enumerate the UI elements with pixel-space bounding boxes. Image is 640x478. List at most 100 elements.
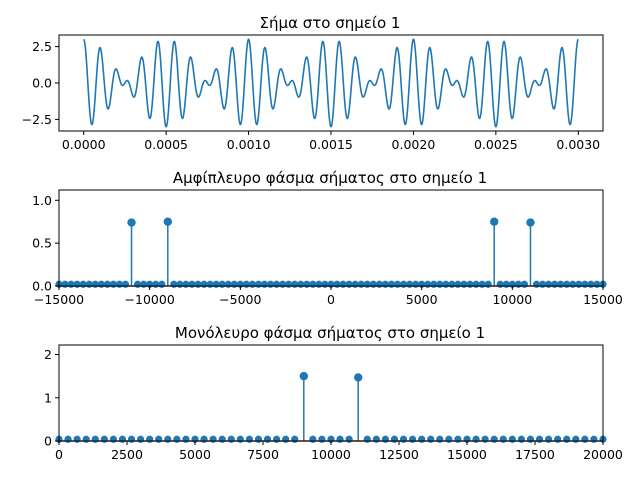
x-tick-label: 5000: [406, 292, 438, 307]
x-tick-label: 0.0005: [144, 137, 188, 152]
stem-marker: [499, 435, 507, 443]
stem-marker: [399, 435, 408, 443]
stem-marker: [91, 435, 99, 443]
x-tick-label: 10000: [311, 447, 351, 462]
stem-marker: [345, 435, 353, 443]
stem-marker: [336, 435, 344, 443]
two-sided-spectrum-plot-area: [55, 217, 607, 288]
stem-marker: [121, 280, 130, 288]
stem-marker: [408, 435, 417, 443]
stem-marker: [155, 435, 163, 443]
stem-marker: [372, 435, 380, 443]
stem-marker: [136, 435, 145, 443]
x-tick-label: 2500: [111, 447, 143, 462]
x-tick-label: 0.0015: [309, 137, 353, 152]
two-sided-spectrum-title: Αμφίπλευρο φάσμα σήματος στο σημείο 1: [173, 169, 487, 187]
stem-marker: [200, 435, 208, 443]
x-tick-label: 0.0010: [227, 137, 271, 152]
stem-marker: [73, 435, 81, 443]
stem-marker: [64, 435, 72, 443]
x-tick-label: −5000: [219, 292, 261, 307]
stem-marker: [263, 435, 272, 443]
signal-y-axis: −2.5 0.0 2.5: [22, 39, 59, 127]
stem-marker: [227, 435, 235, 443]
stem-marker: [427, 435, 435, 443]
stem-marker: [544, 435, 553, 443]
x-tick-label: 5000: [179, 447, 211, 462]
x-tick-label: 15000: [447, 447, 487, 462]
x-tick-label: 0: [55, 447, 63, 462]
y-tick-label: 0.0: [32, 279, 52, 294]
stem-marker: [563, 435, 571, 443]
y-tick-label: 1: [44, 390, 52, 405]
stem-marker: [454, 435, 462, 443]
stem-marker: [554, 435, 562, 443]
stem-marker: [127, 435, 136, 443]
signal-title: Σήμα στο σημείο 1: [260, 14, 401, 32]
stem-marker: [118, 435, 127, 443]
signal-x-axis: 0.0000 0.0005 0.0010 0.0015 0.0020 0.0025 0.00…: [62, 131, 600, 152]
x-tick-label: −10000: [125, 292, 175, 307]
stem-marker: [218, 435, 226, 443]
x-tick-label: 10000: [492, 292, 532, 307]
stem-marker: [484, 280, 492, 288]
y-tick-label: −2.5: [22, 112, 52, 127]
stem-marker: [472, 435, 480, 443]
two-sided-spectrum-panel: Αμφίπλευρο φάσμα σήματος στο σημείο 1 −1…: [32, 169, 623, 307]
one-sided-spectrum-panel: Μονόλευρο φάσμα σήματος στο σημείο 1 0 25…: [44, 324, 623, 462]
signal-panel: Σήμα στο σημείο 1 0.0000 0.0005 0.0010 0.00…: [22, 14, 604, 152]
stem-marker: [590, 435, 598, 443]
stem-marker: [526, 435, 535, 443]
stem-marker: [535, 435, 544, 443]
stem-marker: [445, 435, 453, 443]
one-sided-spectrum-x-axis: 0 2500 5000 7500 10000 12500 15000 17500 20000: [55, 441, 623, 462]
stem-marker: [418, 435, 426, 443]
peak-stem-marker: [526, 218, 535, 227]
two-sided-spectrum-y-axis: 0.0 0.5 1.0: [32, 193, 59, 294]
stem-marker: [82, 435, 90, 443]
stem-marker: [490, 435, 498, 443]
stem-marker: [164, 435, 172, 443]
y-tick-label: 0: [44, 434, 52, 449]
x-tick-label: 15000: [583, 292, 623, 307]
stem-marker: [481, 435, 489, 443]
stem-marker: [517, 435, 525, 443]
x-tick-label: 0.0025: [474, 137, 518, 152]
x-tick-label: −15000: [34, 292, 84, 307]
stem-marker: [158, 280, 166, 288]
one-sided-spectrum-y-axis: 0 1 2: [44, 347, 59, 449]
stem-marker: [436, 435, 444, 443]
peak-stem-marker: [299, 371, 308, 381]
signal-plot-area: [83, 38, 579, 128]
y-tick-label: 0.0: [32, 76, 52, 91]
stem-marker: [254, 435, 263, 443]
signal-axes-frame: [58, 34, 604, 132]
peak-stem-marker: [354, 373, 363, 382]
stem-marker: [146, 435, 154, 443]
stem-marker: [100, 435, 108, 443]
stem-marker: [109, 435, 117, 443]
x-tick-label: 20000: [583, 447, 623, 462]
stem-marker: [363, 435, 371, 443]
two-sided-spectrum-x-axis: −15000 −10000 −5000 0 5000 10000 15000: [34, 286, 623, 307]
y-tick-label: 0.5: [32, 236, 52, 251]
one-sided-spectrum-title: Μονόλευρο φάσμα σήματος στο σημείο 1: [175, 324, 485, 342]
peak-stem-marker: [127, 218, 136, 227]
stem-marker: [390, 435, 399, 443]
stem-marker: [245, 435, 253, 443]
y-tick-label: 2.5: [32, 39, 52, 54]
x-tick-label: 17500: [515, 447, 555, 462]
signal-line: [83, 38, 579, 128]
two-sided-spectrum-axes-frame: [58, 189, 604, 287]
one-sided-spectrum-axes-frame: [58, 344, 604, 442]
stem-marker: [572, 435, 580, 443]
x-tick-label: 0.0000: [62, 137, 106, 152]
stem-marker: [282, 435, 290, 443]
peak-stem-marker: [490, 217, 499, 226]
stem-marker: [291, 435, 299, 443]
peak-stem-marker: [163, 217, 172, 226]
y-tick-label: 1.0: [32, 193, 52, 208]
y-tick-label: 2: [44, 347, 52, 362]
x-tick-label: 0.0020: [392, 137, 436, 152]
stem-marker: [309, 435, 317, 443]
